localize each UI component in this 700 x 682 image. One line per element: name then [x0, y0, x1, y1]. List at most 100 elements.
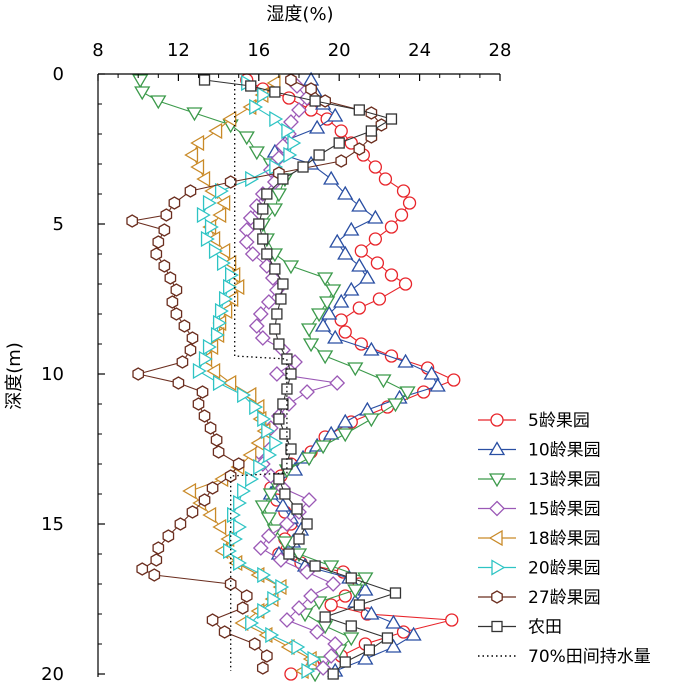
data-point: [222, 542, 237, 560]
y-tick-label: 15: [41, 514, 64, 535]
data-point: [357, 572, 374, 587]
data-point: [334, 124, 348, 138]
data-point: [257, 86, 272, 104]
data-point: [275, 293, 287, 305]
series-line: [204, 79, 398, 675]
legend-label: 10龄果园: [528, 441, 601, 461]
data-point: [198, 409, 211, 423]
data-point: [337, 413, 354, 428]
data-point: [353, 599, 365, 611]
data-point: [249, 98, 264, 116]
legend-marker: [488, 473, 506, 488]
legend-label: 15龄果园: [528, 500, 601, 520]
data-point: [176, 355, 189, 369]
data-point: [273, 413, 285, 425]
x-tick-label: 20: [328, 40, 351, 61]
data-point: [232, 457, 245, 471]
data-point: [273, 338, 285, 350]
data-point: [238, 131, 255, 146]
data-point: [279, 516, 295, 532]
data-point: [351, 197, 368, 212]
data-point: [224, 469, 237, 483]
x-tick-label: 28: [489, 40, 512, 61]
data-point: [309, 95, 321, 107]
data-point: [281, 383, 293, 395]
data-point: [281, 122, 296, 140]
data-point: [237, 386, 252, 404]
legend-label: 18龄果园: [528, 529, 601, 549]
data-point: [337, 185, 354, 200]
data-point: [202, 506, 217, 524]
data-point: [396, 184, 411, 198]
legend-marker: [488, 529, 503, 547]
data-point: [132, 367, 145, 381]
data-point: [357, 650, 374, 665]
data-point: [212, 314, 227, 332]
data-point: [192, 397, 205, 411]
x-tick-label: 12: [167, 40, 190, 61]
data-point: [337, 245, 354, 260]
data-point: [242, 446, 257, 464]
data-point: [338, 589, 352, 603]
data-point: [345, 572, 357, 584]
series-layer: [126, 71, 461, 682]
data-point: [160, 208, 173, 222]
data-point: [323, 170, 340, 185]
data-point: [398, 277, 413, 291]
data-point: [359, 269, 376, 284]
data-point: [287, 134, 302, 152]
data-point: [178, 319, 191, 333]
data-point: [263, 446, 278, 464]
data-point: [152, 541, 165, 555]
data-point: [310, 308, 328, 323]
data-point: [339, 656, 351, 668]
data-point: [196, 170, 211, 188]
data-point: [204, 421, 217, 435]
data-point: [224, 577, 237, 591]
data-point: [402, 196, 417, 210]
data-point: [134, 86, 151, 101]
data-point: [212, 374, 227, 392]
data-point: [212, 445, 225, 459]
data-point: [319, 296, 336, 311]
data-point: [384, 220, 399, 234]
data-point: [329, 375, 346, 391]
legend-item: 10龄果园: [478, 441, 601, 461]
data-point: [387, 398, 404, 413]
data-point: [310, 596, 328, 611]
y-axis-title: 深度(m): [4, 342, 25, 410]
data-point: [204, 218, 219, 236]
data-point: [202, 194, 217, 212]
legend-item: 70%田间持水量: [478, 647, 651, 667]
data-point: [210, 433, 223, 447]
x-axis-title: 湿度(%): [266, 4, 333, 25]
data-point: [385, 113, 398, 125]
legend-marker: [491, 559, 506, 576]
data-point: [325, 284, 342, 299]
data-point: [174, 517, 187, 531]
legend-label: 农田: [528, 618, 562, 638]
legend-item: 15龄果园: [478, 500, 601, 520]
data-point: [323, 425, 340, 440]
data-point: [257, 233, 269, 245]
data-point: [162, 529, 175, 543]
data-point: [270, 188, 288, 203]
data-point: [277, 398, 289, 410]
data-point: [405, 626, 422, 641]
legend-marker: [488, 441, 506, 456]
data-point: [230, 278, 245, 296]
legend-label: 70%田间持水量: [528, 647, 651, 667]
data-point: [216, 242, 231, 260]
data-point: [208, 122, 223, 140]
data-point: [244, 246, 261, 262]
data-point: [233, 518, 247, 536]
data-point: [150, 247, 163, 261]
data-point: [345, 620, 357, 632]
data-point: [186, 107, 203, 122]
data-point: [186, 331, 199, 345]
data-point: [148, 568, 161, 582]
data-point: [269, 86, 281, 98]
data-point: [315, 660, 332, 676]
y-tick-label: 20: [41, 664, 64, 682]
legend-item: 农田: [478, 618, 562, 638]
